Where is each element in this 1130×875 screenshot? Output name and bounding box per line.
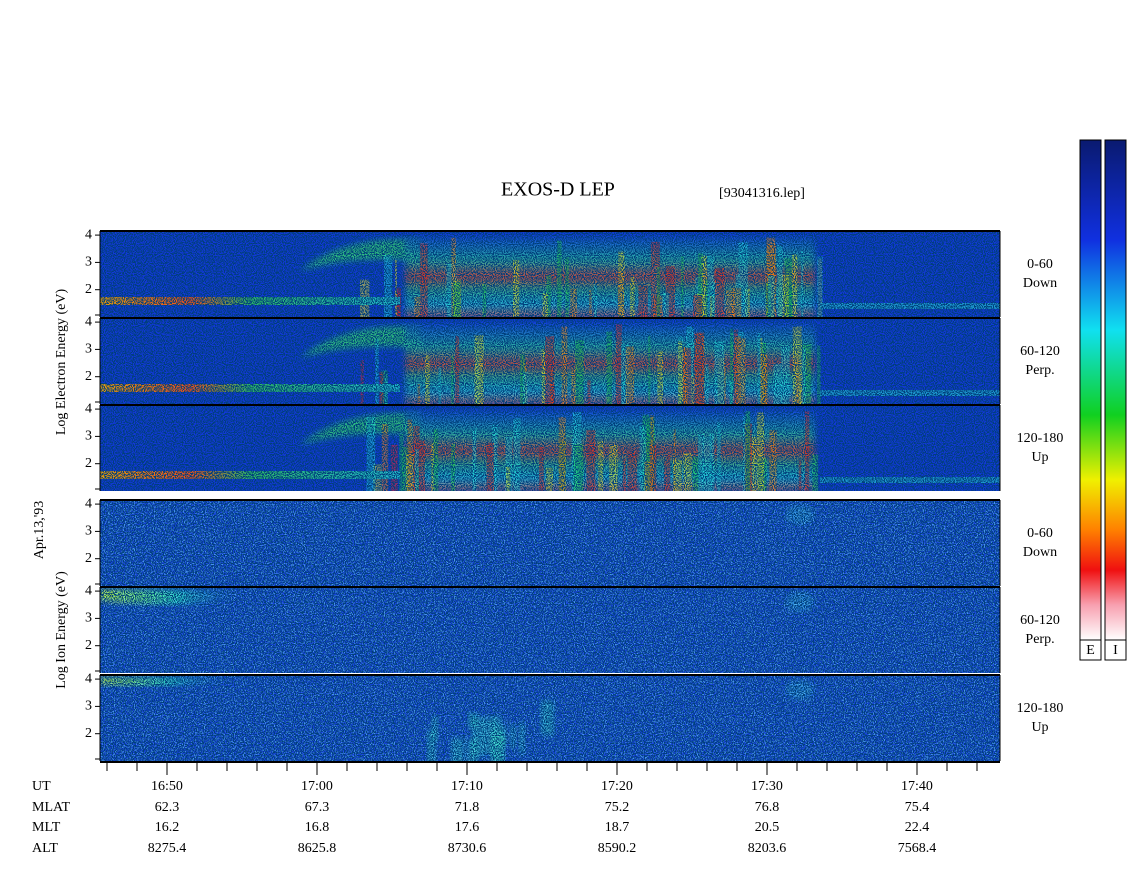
y-tick-label: 3 xyxy=(85,342,92,357)
panel-range: 60-120 xyxy=(1020,344,1060,359)
panel-image xyxy=(100,405,1000,491)
ephemeris-value: 16.8 xyxy=(305,820,330,835)
ephemeris-value: 76.8 xyxy=(755,800,780,815)
ephemeris-label: ALT xyxy=(32,841,58,856)
y-tick-label: 3 xyxy=(85,611,92,626)
colorbar xyxy=(1104,139,1127,641)
spectrogram-panel xyxy=(99,404,1001,491)
ephemeris-value: 20.5 xyxy=(755,820,780,835)
panel-direction: Up xyxy=(1031,720,1048,735)
y-tick-label: 2 xyxy=(85,456,92,471)
panel-image xyxy=(100,318,1000,404)
ephemeris-label: UT xyxy=(32,779,51,794)
colorbar-label: E xyxy=(1086,643,1095,658)
ephemeris-value: 75.2 xyxy=(605,800,630,815)
noise xyxy=(100,405,1000,491)
ephemeris-value: 67.3 xyxy=(305,800,330,815)
spectrogram-panel xyxy=(99,317,1001,404)
noise xyxy=(100,587,1000,673)
ephemeris-label: MLT xyxy=(32,820,61,835)
y-tick-label: 3 xyxy=(85,429,92,444)
y-tick-label: 4 xyxy=(85,227,92,242)
colorbar-label-box xyxy=(1104,639,1127,661)
noise xyxy=(100,500,1000,586)
x-tick-label: 16:50 xyxy=(151,779,183,794)
ephemeris-value: 18.7 xyxy=(605,820,630,835)
colorbar xyxy=(1079,139,1102,641)
panel-image xyxy=(100,500,1000,586)
spectrogram-panel xyxy=(99,499,1001,586)
panel-direction: Up xyxy=(1031,450,1048,465)
y-tick-label: 2 xyxy=(85,369,92,384)
y-axis-label: Log Electron Energy (eV) xyxy=(54,289,69,436)
ephemeris-value: 7568.4 xyxy=(898,841,937,856)
panel-range: 60-120 xyxy=(1020,613,1060,628)
x-tick-label: 17:30 xyxy=(751,779,783,794)
ephemeris-label: MLAT xyxy=(32,800,71,815)
y-tick-label: 4 xyxy=(85,314,92,329)
panel-direction: Perp. xyxy=(1025,363,1054,378)
y-tick-label: 3 xyxy=(85,699,92,714)
ephemeris-value: 8590.2 xyxy=(598,841,637,856)
y-tick-label: 2 xyxy=(85,551,92,566)
x-tick-label: 17:40 xyxy=(901,779,933,794)
y-tick-label: 3 xyxy=(85,255,92,270)
spectrogram-panel xyxy=(99,230,1001,317)
panel-range: 0-60 xyxy=(1027,526,1053,541)
x-tick-label: 17:20 xyxy=(601,779,633,794)
ephemeris-value: 8730.6 xyxy=(448,841,487,856)
y-tick-label: 4 xyxy=(85,401,92,416)
y-tick-label: 4 xyxy=(85,496,92,511)
panel-range: 0-60 xyxy=(1027,257,1053,272)
ephemeris-value: 8275.4 xyxy=(148,841,187,856)
panel-image xyxy=(100,231,1000,317)
noise xyxy=(100,318,1000,404)
x-tick-label: 17:10 xyxy=(451,779,483,794)
y-tick-label: 2 xyxy=(85,726,92,741)
y-tick-label: 2 xyxy=(85,638,92,653)
y-tick-label: 2 xyxy=(85,282,92,297)
chart-subtitle: [93041316.lep] xyxy=(719,186,805,201)
chart-title: EXOS-D LEP xyxy=(501,179,615,201)
noise xyxy=(100,675,1000,761)
spectrogram-panel xyxy=(99,674,1001,761)
ephemeris-value: 8625.8 xyxy=(298,841,337,856)
ephemeris-value: 8203.6 xyxy=(748,841,787,856)
ephemeris-value: 17.6 xyxy=(455,820,480,835)
panel-direction: Perp. xyxy=(1025,632,1054,647)
x-tick-label: 17:00 xyxy=(301,779,333,794)
y-tick-label: 3 xyxy=(85,524,92,539)
panel-direction: Down xyxy=(1023,276,1057,291)
panel-direction: Down xyxy=(1023,545,1057,560)
panel-range: 120-180 xyxy=(1017,701,1064,716)
colorbar-label: I xyxy=(1113,643,1118,658)
ephemeris-value: 62.3 xyxy=(155,800,180,815)
date-label: Apr.13,'93 xyxy=(32,501,47,560)
panel-image xyxy=(100,587,1000,673)
spectrogram-panel xyxy=(99,586,1001,673)
panel-range: 120-180 xyxy=(1017,431,1064,446)
ephemeris-value: 16.2 xyxy=(155,820,180,835)
y-tick-label: 4 xyxy=(85,671,92,686)
ephemeris-value: 75.4 xyxy=(905,800,930,815)
ephemeris-value: 22.4 xyxy=(905,820,930,835)
ephemeris-value: 71.8 xyxy=(455,800,480,815)
colorbar-label-box xyxy=(1079,639,1102,661)
panel-image xyxy=(100,675,1000,761)
y-axis-label: Log Ion Energy (eV) xyxy=(54,571,69,689)
noise xyxy=(100,231,1000,317)
y-tick-label: 4 xyxy=(85,583,92,598)
